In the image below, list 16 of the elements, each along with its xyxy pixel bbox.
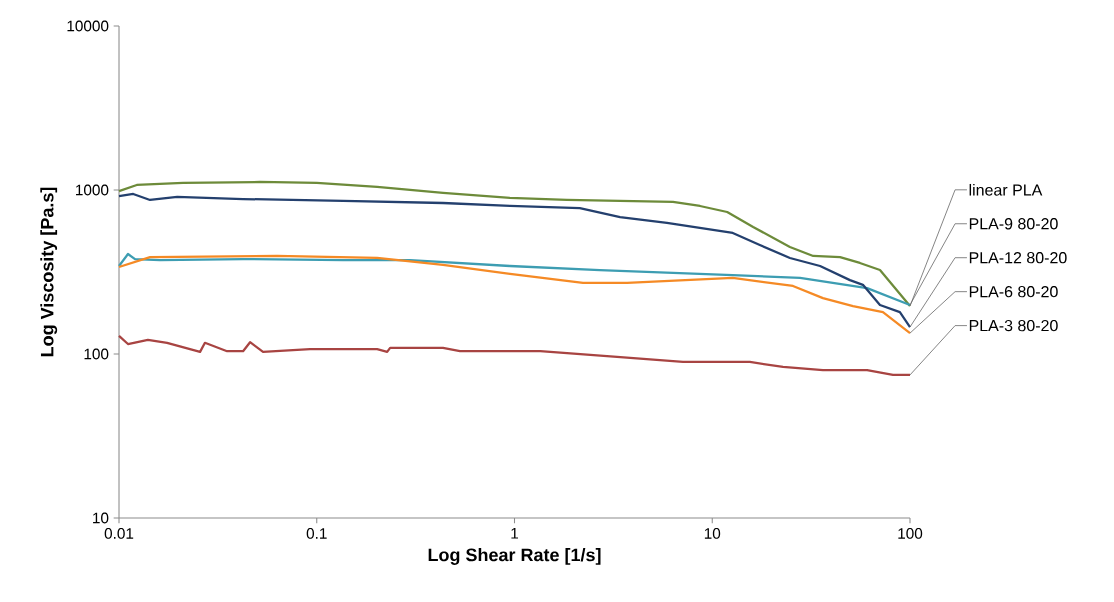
y-tick-label: 10000 [67, 20, 109, 32]
x-tick-label: 10 [704, 528, 721, 539]
x-tick-label: 1 [511, 528, 519, 539]
x-tick-label: 100 [898, 528, 923, 539]
y-tick-label: 100 [84, 348, 109, 360]
text: linear PLA [969, 183, 1043, 196]
x-tick-label: 0.01 [104, 528, 134, 539]
y-tick-label: 10 [93, 512, 109, 524]
y-tick-label: 1000 [76, 184, 109, 196]
x-axis-title: Log Shear Rate [1/s] [428, 548, 601, 565]
text: PLA-6 80-20 [969, 286, 1058, 298]
text: PLA-9 80-20 [969, 218, 1058, 230]
text: PLA-3 80-20 [969, 319, 1058, 332]
x-tick-label: 0.1 [306, 528, 327, 539]
text: PLA-12 80-20 [969, 252, 1067, 264]
y-axis-title: Log Viscosity [Pa.s] [40, 187, 58, 357]
